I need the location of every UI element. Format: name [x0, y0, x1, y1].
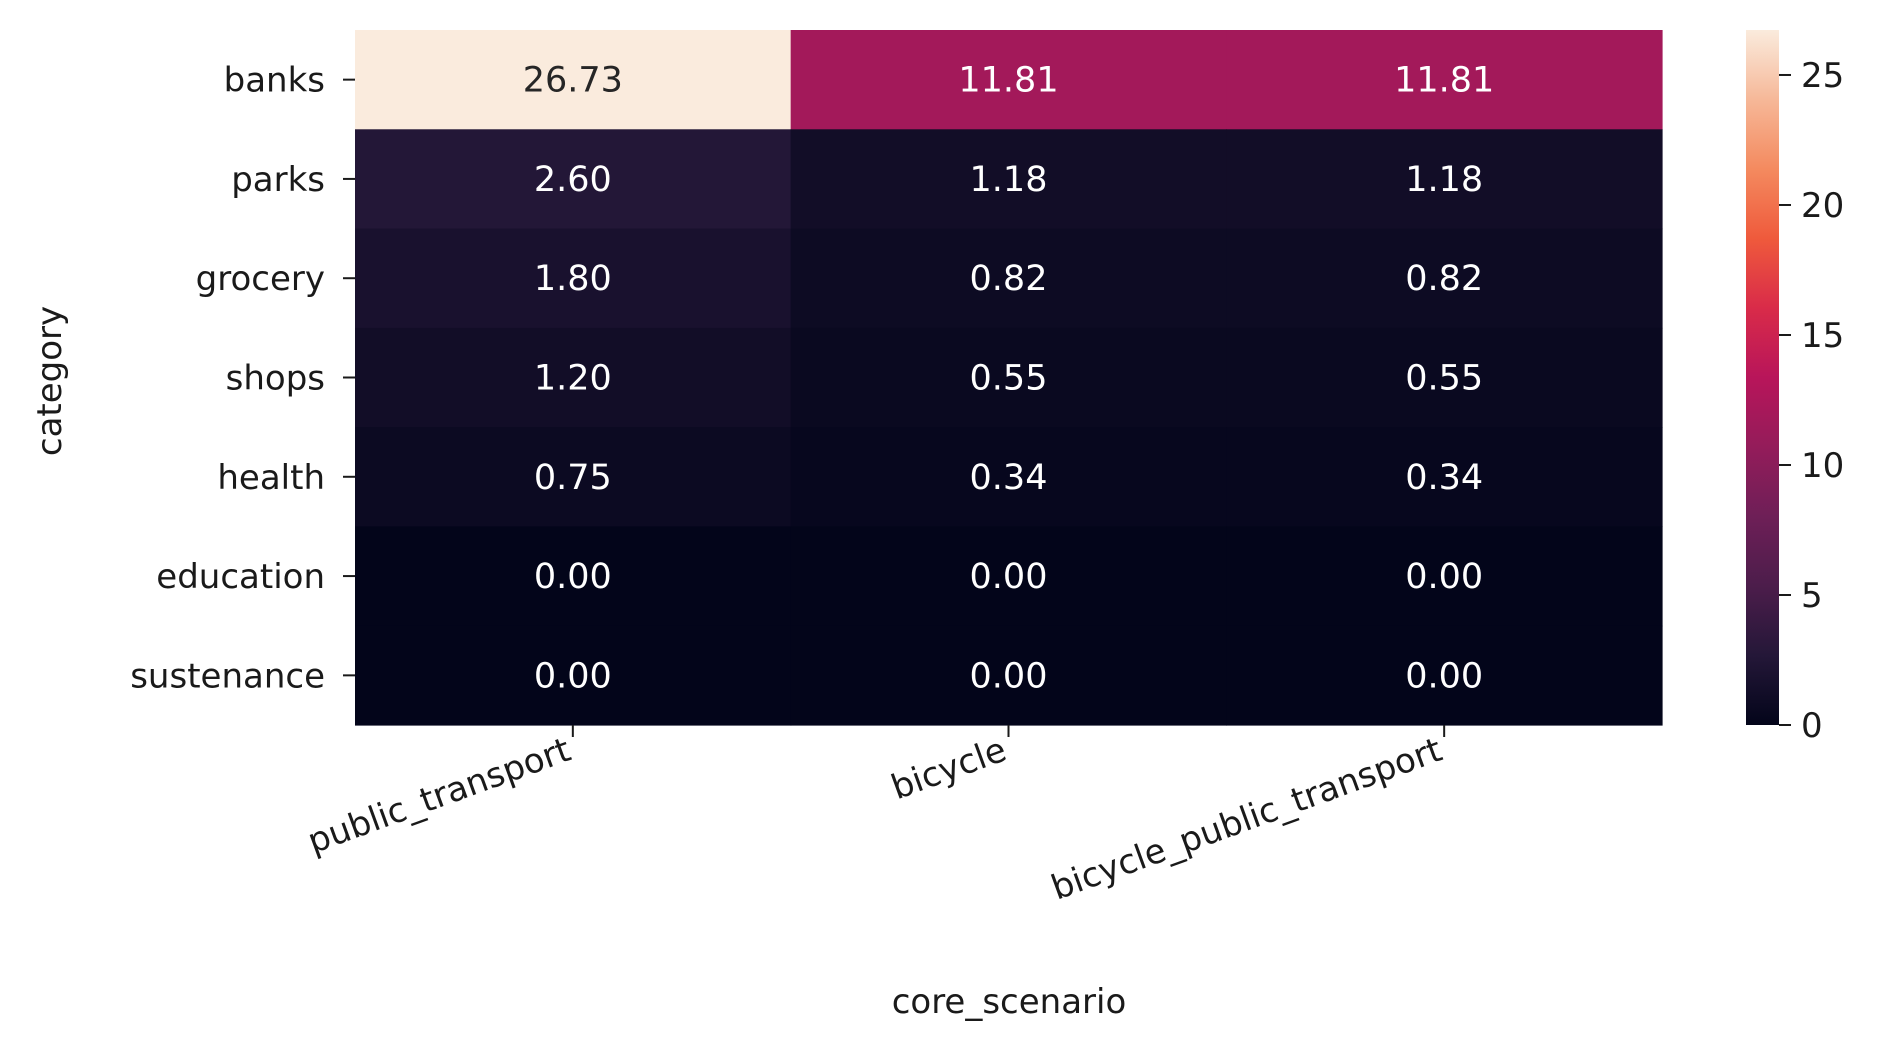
heatmap-cell: [790, 228, 1227, 329]
heatmap-cell-label: 26.73: [523, 61, 623, 101]
heatmap-cell: [355, 526, 792, 627]
y-tick-label: health: [217, 458, 325, 498]
heatmap-cell-label: 11.81: [1394, 61, 1494, 101]
heatmap-cell-label: 0.55: [970, 359, 1048, 399]
heatmap-cell-label: 0.82: [1405, 259, 1483, 299]
heatmap-cell: [355, 327, 792, 428]
y-tick-label: shops: [226, 359, 325, 399]
heatmap-cell: [1226, 327, 1663, 428]
heatmap-cell: [1226, 129, 1663, 230]
x-tick-label: bicycle: [886, 730, 1011, 808]
colorbar: 0 5 10 15 20 25: [1746, 30, 1844, 746]
heatmap-cell-label: 0.00: [970, 656, 1048, 696]
y-axis: banks parks grocery shops health education sus…: [130, 61, 355, 696]
heatmap-cell-label: 11.81: [958, 61, 1058, 101]
x-axis-label: core_scenario: [892, 982, 1127, 1022]
colorbar-tick-label: 25: [1801, 56, 1844, 96]
heatmap-cell: [790, 526, 1227, 627]
heatmap-cell-label: 0.00: [534, 557, 612, 597]
heatmap-cell: [1226, 427, 1663, 528]
heatmap-cell-label: 1.18: [970, 160, 1048, 200]
heatmap-cell: [1226, 625, 1663, 726]
heatmap-cell-label: 1.80: [534, 259, 612, 299]
colorbar-gradient: [1746, 30, 1779, 725]
heatmap-cell-labels: 26.73 11.81 11.81 2.60 1.18 1.18 1.80 0.82 0.82 1…: [523, 61, 1495, 697]
y-tick-label: grocery: [196, 259, 325, 299]
colorbar-tick-label: 15: [1801, 316, 1844, 356]
heatmap-cell-label: 0.00: [1405, 656, 1483, 696]
colorbar-tick-label: 20: [1801, 186, 1844, 226]
y-tick-label: banks: [224, 61, 325, 101]
heatmap-cell-label: 0.55: [1405, 359, 1483, 399]
heatmap-cells: [355, 30, 1663, 726]
heatmap-cell: [790, 327, 1227, 428]
heatmap-cell: [355, 427, 792, 528]
heatmap-cell: [790, 30, 1227, 130]
heatmap-cell: [355, 129, 792, 230]
colorbar-tick-label: 5: [1801, 576, 1823, 616]
heatmap-cell-label: 2.60: [534, 160, 612, 200]
colorbar-tick-label: 0: [1801, 706, 1823, 746]
heatmap-cell: [790, 129, 1227, 230]
heatmap-cell: [790, 427, 1227, 528]
heatmap-cell-label: 0.00: [970, 557, 1048, 597]
heatmap-cell-label: 0.34: [1405, 458, 1483, 498]
heatmap-cell: [355, 625, 792, 726]
heatmap-cell: [355, 228, 792, 329]
heatmap-cell-label: 0.75: [534, 458, 612, 498]
y-tick-label: parks: [231, 160, 325, 200]
heatmap-cell: [790, 625, 1227, 726]
heatmap-cell: [355, 30, 792, 130]
heatmap-cell-label: 0.00: [534, 656, 612, 696]
heatmap-cell: [1226, 30, 1663, 130]
heatmap-cell-label: 0.00: [1405, 557, 1483, 597]
heatmap-cell-label: 0.34: [970, 458, 1048, 498]
colorbar-tick-label: 10: [1801, 446, 1844, 486]
heatmap-cell: [1226, 228, 1663, 329]
y-tick-label: sustenance: [130, 656, 325, 696]
heatmap-cell: [1226, 526, 1663, 627]
y-axis-label: category: [30, 306, 70, 456]
heatmap-cell-label: 1.20: [534, 359, 612, 399]
heatmap-cell-label: 1.18: [1405, 160, 1483, 200]
y-tick-label: education: [156, 557, 325, 597]
x-axis: public_transport bicycle bicycle_public_tr…: [302, 725, 1447, 908]
heatmap-cell-label: 0.82: [970, 259, 1048, 299]
x-tick-label: bicycle_public_transport: [1046, 730, 1447, 909]
x-tick-label: public_transport: [302, 730, 575, 862]
